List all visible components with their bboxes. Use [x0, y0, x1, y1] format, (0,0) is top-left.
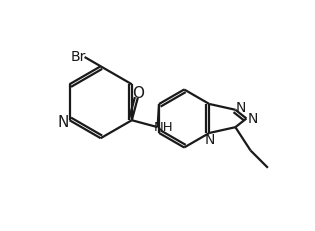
Text: N: N — [236, 100, 246, 115]
Text: N: N — [58, 114, 69, 129]
Text: NH: NH — [153, 120, 173, 133]
Text: O: O — [132, 86, 144, 101]
Text: N: N — [248, 112, 258, 126]
Text: Br: Br — [71, 50, 86, 64]
Text: N: N — [204, 132, 215, 146]
